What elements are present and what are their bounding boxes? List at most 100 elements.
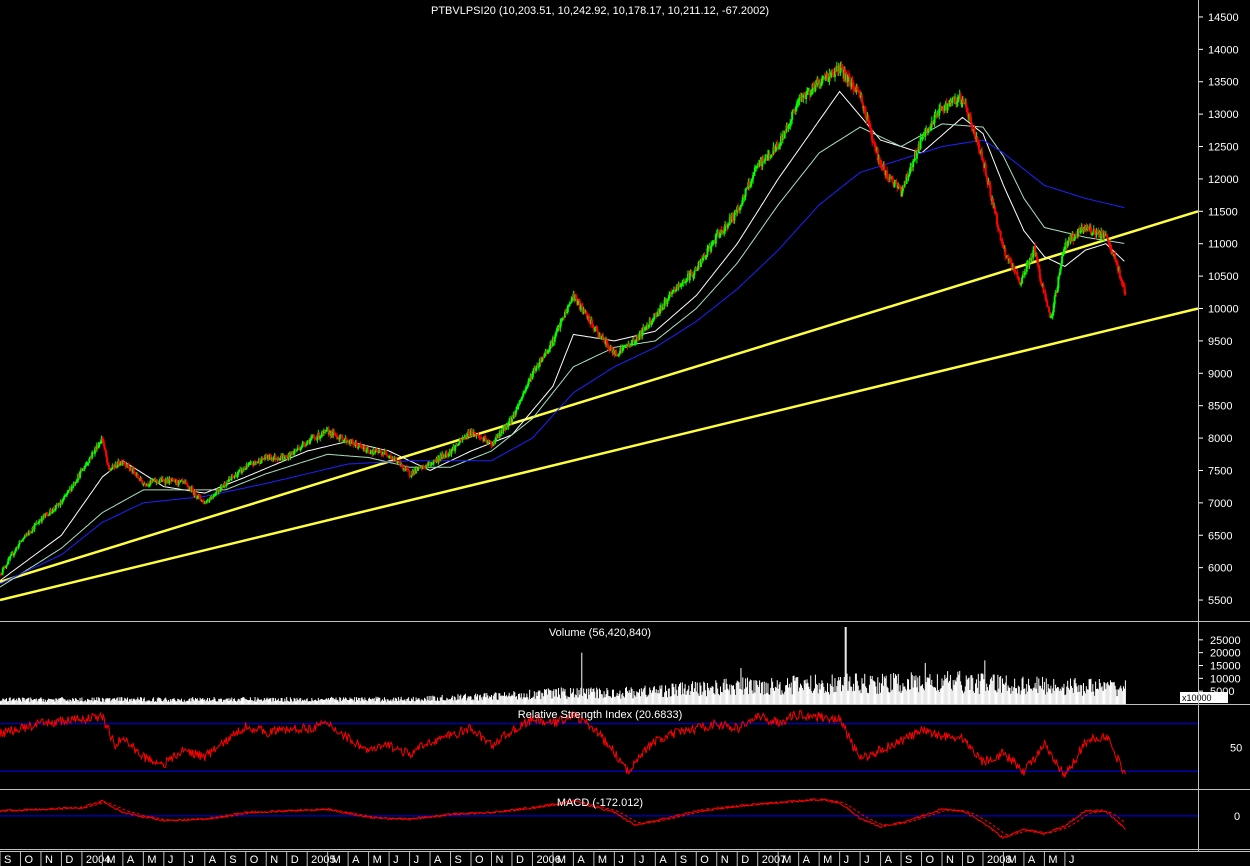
x-axis-label: A (209, 854, 217, 866)
candle-body (1100, 231, 1103, 239)
candle-body (514, 410, 517, 416)
candle-body (645, 326, 648, 328)
candle-body (932, 122, 935, 125)
candle-body (322, 430, 325, 433)
x-axis-label: S (680, 854, 687, 866)
candle-body (577, 299, 580, 305)
candle-body (1110, 247, 1113, 254)
candle-body (549, 345, 552, 350)
candle-body (1060, 263, 1063, 269)
candle-body (978, 144, 981, 153)
x-axis-label: M (823, 854, 832, 866)
candle-body (965, 102, 968, 109)
candle-body (491, 445, 494, 447)
candle-body (295, 450, 298, 452)
candle-body (379, 451, 382, 453)
candle-body (456, 445, 459, 447)
candle-body (578, 300, 581, 310)
candle-body (957, 96, 960, 98)
x-axis-label: J (618, 854, 624, 866)
candle-body (727, 224, 730, 226)
candle-body (345, 438, 348, 443)
candle-body (401, 464, 404, 468)
candle-body (763, 160, 766, 162)
candle-body (959, 94, 962, 104)
candle-body (802, 93, 805, 98)
candle-body (309, 438, 312, 440)
candle-body (673, 289, 676, 291)
price-tick-label: 6000 (1208, 563, 1232, 575)
candle-body (773, 146, 776, 151)
candle-body (507, 422, 510, 428)
x-axis-label: M (557, 854, 566, 866)
candle-body (1034, 246, 1037, 256)
candle-body (494, 440, 497, 444)
candle-body (487, 439, 490, 442)
candle-body (97, 444, 100, 449)
candle-body (521, 396, 524, 399)
candle-body (633, 342, 636, 344)
candle-body (227, 478, 230, 482)
candle-body (210, 496, 213, 500)
candle-body (355, 442, 358, 445)
candle-body (374, 451, 377, 453)
candle-body (992, 198, 995, 208)
candle-body (674, 290, 677, 292)
candle-body (523, 391, 526, 394)
candle-body (995, 212, 998, 214)
candle-body (352, 442, 355, 446)
candle-body (103, 443, 106, 448)
candle-body (316, 437, 319, 440)
candle-body (269, 454, 272, 460)
candle-body (1048, 307, 1051, 313)
candle-body (52, 508, 55, 510)
candle-body (28, 530, 31, 533)
candle-body (920, 137, 923, 139)
candle-body (186, 483, 189, 485)
candle-body (224, 483, 227, 486)
candle-body (50, 509, 53, 514)
candle-body (683, 281, 686, 283)
x-axis-label: A (352, 854, 360, 866)
candle-body (787, 126, 790, 129)
candle-body (283, 456, 286, 460)
candle-body (812, 83, 815, 88)
candle-body (481, 437, 484, 439)
candle-body (1044, 292, 1047, 298)
candle-body (755, 166, 758, 168)
candle-body (851, 79, 854, 84)
candle-body (199, 495, 202, 500)
candle-body (212, 496, 215, 498)
candle-body (324, 430, 327, 432)
candle-body (705, 255, 708, 257)
candle-body (605, 339, 608, 344)
volume-tick-label: 15000 (1210, 661, 1241, 673)
candle-body (658, 308, 661, 314)
candle-body (1124, 292, 1127, 295)
candle-body (821, 76, 824, 79)
candle-body (1109, 245, 1112, 248)
candle-body (575, 295, 578, 299)
candle-body (902, 186, 905, 188)
candle-body (259, 462, 262, 464)
candle-body (407, 470, 410, 472)
candle-body (265, 455, 268, 458)
candle-body (667, 298, 670, 300)
candle-body (152, 480, 155, 482)
candle-body (697, 265, 700, 270)
candle-body (416, 467, 419, 471)
candle-body (563, 317, 566, 319)
candle-body (954, 98, 957, 103)
rsi-panel: 50 Relative Strength Index (20.6833) (0, 709, 1242, 778)
candle-body (999, 231, 1002, 240)
candle-body (423, 466, 426, 468)
candle-body (133, 472, 136, 474)
candle-body (998, 230, 1001, 232)
candle-body (508, 421, 511, 423)
candle-body (1007, 255, 1010, 260)
candle-body (872, 141, 875, 143)
candle-body (937, 115, 940, 117)
candle-body (803, 93, 806, 96)
